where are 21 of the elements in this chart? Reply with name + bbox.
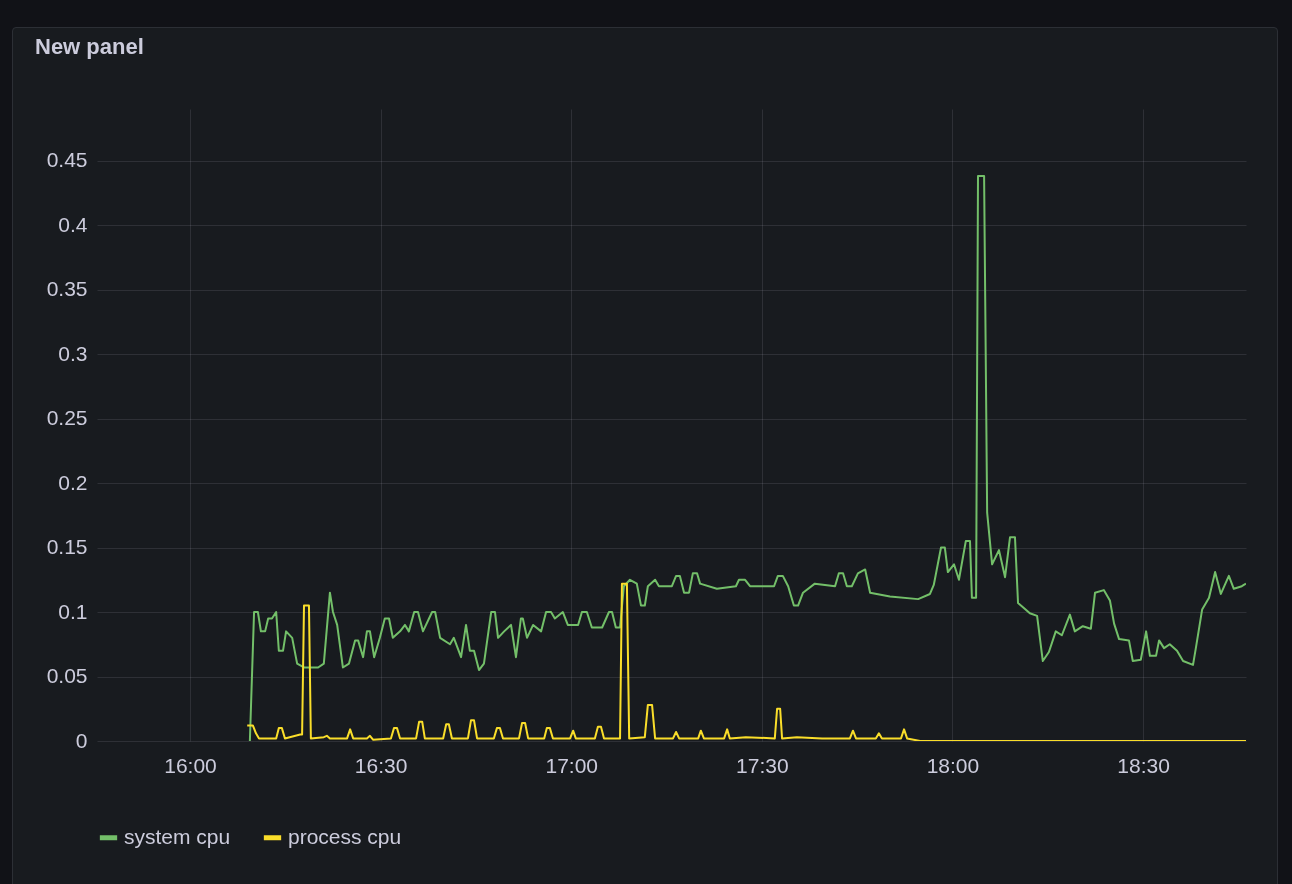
y-tick-label: 0.25 (46, 406, 88, 430)
chart-title: New panel (35, 34, 144, 59)
x-tick-label: 16:30 (354, 753, 408, 777)
line-series (248, 175, 1246, 741)
y-tick-label: 0.35 (46, 277, 88, 301)
y-tick-label: 0 (75, 728, 88, 752)
x-tick-label: 17:30 (736, 753, 789, 777)
x-tick-label: 17:00 (545, 753, 599, 777)
y-tick-label: 0.3 (58, 341, 88, 365)
legend-label: process cpu (288, 824, 402, 848)
x-tick-label: 18:00 (926, 753, 980, 777)
x-tick-label: 18:30 (1117, 753, 1170, 777)
y-tick-label: 0.4 (58, 212, 88, 236)
line-series (246, 582, 1246, 741)
y-tick-label: 0.15 (46, 535, 88, 559)
legend-label: system cpu (124, 824, 231, 848)
y-tick-label: 0.05 (46, 664, 88, 688)
y-tick-label: 0.45 (46, 148, 88, 172)
y-tick-label: 0.2 (58, 470, 88, 494)
x-tick-label: 16:00 (164, 753, 217, 777)
y-tick-label: 0.1 (58, 599, 88, 623)
